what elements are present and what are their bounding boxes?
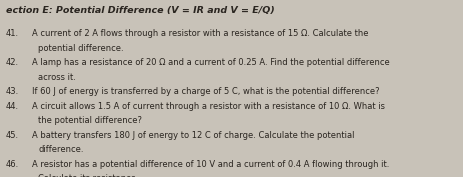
Text: the potential difference?: the potential difference?: [38, 116, 142, 125]
Text: If 60 J of energy is transferred by a charge of 5 C, what is the potential diffe: If 60 J of energy is transferred by a ch…: [31, 87, 378, 96]
Text: difference.: difference.: [38, 145, 83, 154]
Text: 45.: 45.: [6, 131, 19, 140]
Text: across it.: across it.: [38, 73, 76, 82]
Text: potential difference.: potential difference.: [38, 44, 124, 53]
Text: A lamp has a resistance of 20 Ω and a current of 0.25 A. Find the potential diff: A lamp has a resistance of 20 Ω and a cu…: [31, 58, 388, 67]
Text: ection E: Potential Difference (V = IR and V = E/Q): ection E: Potential Difference (V = IR a…: [6, 6, 274, 15]
Text: A current of 2 A flows through a resistor with a resistance of 15 Ω. Calculate t: A current of 2 A flows through a resisto…: [31, 29, 367, 38]
Text: A resistor has a potential difference of 10 V and a current of 0.4 A flowing thr: A resistor has a potential difference of…: [31, 160, 388, 169]
Text: A battery transfers 180 J of energy to 12 C of charge. Calculate the potential: A battery transfers 180 J of energy to 1…: [31, 131, 353, 140]
Text: 43.: 43.: [6, 87, 19, 96]
Text: 41.: 41.: [6, 29, 19, 38]
Text: 44.: 44.: [6, 102, 19, 111]
Text: A circuit allows 1.5 A of current through a resistor with a resistance of 10 Ω. : A circuit allows 1.5 A of current throug…: [31, 102, 384, 111]
Text: 42.: 42.: [6, 58, 19, 67]
Text: 46.: 46.: [6, 160, 19, 169]
Text: Calculate its resistance.: Calculate its resistance.: [38, 174, 138, 177]
